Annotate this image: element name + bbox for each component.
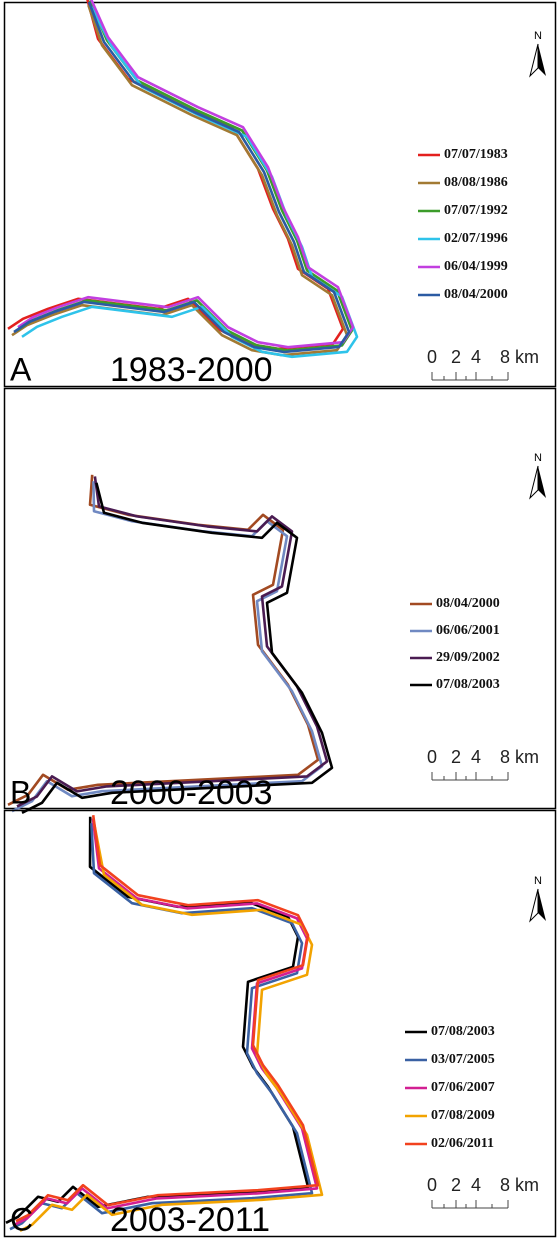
north-label: N (534, 875, 542, 887)
front-line (9, 823, 314, 1231)
north-arrow (538, 466, 546, 498)
front-line (13, 1, 351, 354)
legend-label: 02/06/2011 (431, 1136, 494, 1151)
legend-label: 02/07/1996 (444, 231, 508, 246)
panel-period: 2000-2003 (110, 774, 273, 812)
panel-letter: B (10, 774, 31, 810)
legend-label: 07/07/1983 (444, 147, 508, 162)
legend-label: 07/08/2009 (431, 1108, 495, 1123)
legend-label: 06/04/1999 (444, 259, 508, 274)
front-line (17, 0, 355, 349)
scale-label: 2 (451, 1175, 461, 1195)
front-line (14, 818, 319, 1226)
scale-label: 0 (427, 347, 437, 367)
front-line (16, 0, 354, 352)
panel-letter: A (10, 351, 32, 387)
front-line (11, 481, 324, 813)
scale-label: 8 km (500, 347, 539, 367)
front-line (15, 815, 320, 1223)
scale-label: 2 (451, 347, 461, 367)
legend-label: 07/08/2003 (436, 677, 500, 692)
scale-label: 4 (471, 747, 481, 767)
legend-label: 07/06/2007 (431, 1080, 495, 1095)
legend-label: 08/04/2000 (436, 596, 500, 611)
north-arrow (529, 43, 539, 78)
legend-label: 07/07/1992 (444, 203, 508, 218)
scale-label: 8 km (500, 747, 539, 767)
front-line (5, 816, 310, 1224)
panel-period: 1983-2000 (110, 351, 273, 389)
north-arrow (529, 888, 539, 923)
panel-border (3, 1, 557, 388)
front-line (21, 482, 334, 814)
north-arrow (538, 44, 546, 76)
panel-border (3, 387, 557, 810)
north-label: N (534, 30, 542, 42)
scale-label: 4 (471, 347, 481, 367)
panel-letter: C (10, 1201, 33, 1237)
panel-period: 2003-2011 (110, 1201, 270, 1238)
north-arrow (529, 465, 539, 500)
panel-border (3, 809, 557, 1238)
front-line (19, 824, 324, 1232)
front-line (7, 0, 345, 351)
scale-label: 4 (471, 1175, 481, 1195)
legend-label: 06/06/2001 (436, 623, 500, 638)
north-arrow (538, 889, 546, 921)
scale-label: 0 (427, 747, 437, 767)
north-label: N (534, 452, 542, 464)
legend-label: 29/09/2002 (436, 650, 500, 665)
legend-label: 07/08/2003 (431, 1024, 495, 1039)
legend-label: 03/07/2005 (431, 1052, 495, 1067)
scale-label: 2 (451, 747, 461, 767)
scale-label: 8 km (500, 1175, 539, 1195)
legend-label: 08/08/1986 (444, 175, 508, 190)
scale-label: 0 (427, 1175, 437, 1195)
legend-label: 08/04/2000 (444, 287, 508, 302)
